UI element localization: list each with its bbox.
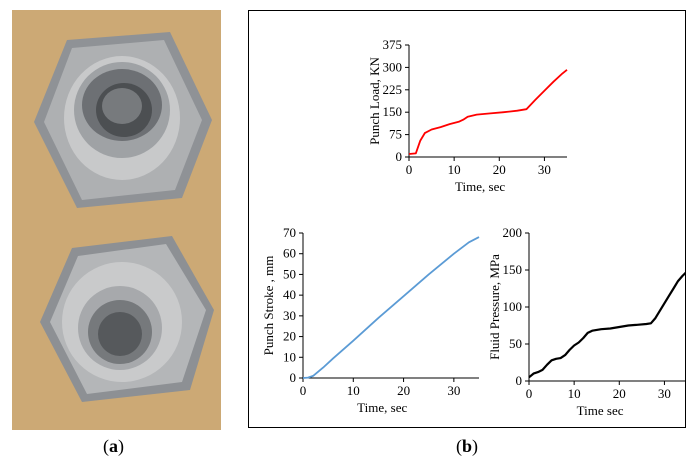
stroke-xtick-label: 30 <box>447 383 460 398</box>
stroke-ylabel: Punch Stroke , mm <box>261 256 276 356</box>
stroke-ytick-label: 50 <box>283 266 296 281</box>
caption-b: (b) <box>456 436 479 456</box>
pressure-xtick-label: 30 <box>658 386 671 401</box>
pressure-xtick-label: 10 <box>568 386 581 401</box>
stroke-xtick-label: 0 <box>300 383 307 398</box>
stroke-ytick-label: 60 <box>283 246 296 261</box>
load-ytick-label: 300 <box>383 59 403 74</box>
pressure-ytick-label: 100 <box>503 299 523 314</box>
load-ytick-label: 375 <box>383 37 403 52</box>
load-chart: 0 75 150 225 300 375 0 10 20 30 Time, sec Punch Loa… <box>367 37 568 194</box>
stroke-xlabel: Time, sec <box>357 400 407 415</box>
load-series-line <box>408 69 568 155</box>
lower-part <box>40 236 214 402</box>
stroke-chart: 0 10 20 30 40 50 60 70 0 10 20 30 Time, sec Punch Str… <box>261 225 480 415</box>
stroke-series-line <box>302 236 480 379</box>
pressure-chart: 0 50 100 150 200 0 10 20 30 Time sec Fluid Pressur… <box>487 225 688 418</box>
load-ytick-label: 75 <box>389 127 402 142</box>
stroke-ytick-label: 0 <box>290 370 297 385</box>
stroke-ytick-label: 40 <box>283 287 296 302</box>
pressure-ytick-label: 200 <box>503 225 523 240</box>
pressure-ytick-label: 0 <box>516 373 523 388</box>
pressure-xtick-label: 20 <box>613 386 626 401</box>
pressure-ytick-label: 50 <box>509 336 522 351</box>
stroke-ytick-label: 30 <box>283 308 296 323</box>
pressure-ytick-label: 150 <box>503 262 523 277</box>
pressure-xlabel: Time sec <box>577 403 624 418</box>
load-xlabel: Time, sec <box>455 179 505 194</box>
pressure-xtick-label: 0 <box>526 386 533 401</box>
stroke-ytick-label: 20 <box>283 329 296 344</box>
stroke-ytick-label: 10 <box>283 349 296 364</box>
caption-a: (a) <box>103 436 124 456</box>
pressure-series-line <box>528 270 688 379</box>
stroke-xtick-label: 20 <box>397 383 410 398</box>
stroke-ytick-label: 70 <box>283 225 296 240</box>
load-xtick-label: 20 <box>493 162 506 177</box>
charts-panel: 0 75 150 225 300 375 0 10 20 30 Time, sec Punch Loa… <box>248 10 688 428</box>
load-xtick-label: 30 <box>538 162 551 177</box>
photo-hydroformed-parts <box>12 10 221 430</box>
load-ylabel: Punch Load, KN <box>367 57 382 145</box>
load-ytick-label: 0 <box>396 149 403 164</box>
load-xtick-label: 0 <box>406 162 413 177</box>
load-ytick-label: 150 <box>383 104 403 119</box>
pressure-ylabel: Fluid Pressure, MPa <box>487 254 502 360</box>
load-xtick-label: 10 <box>448 162 461 177</box>
load-ytick-label: 225 <box>383 82 403 97</box>
upper-part <box>34 32 212 208</box>
stroke-xtick-label: 10 <box>347 383 360 398</box>
